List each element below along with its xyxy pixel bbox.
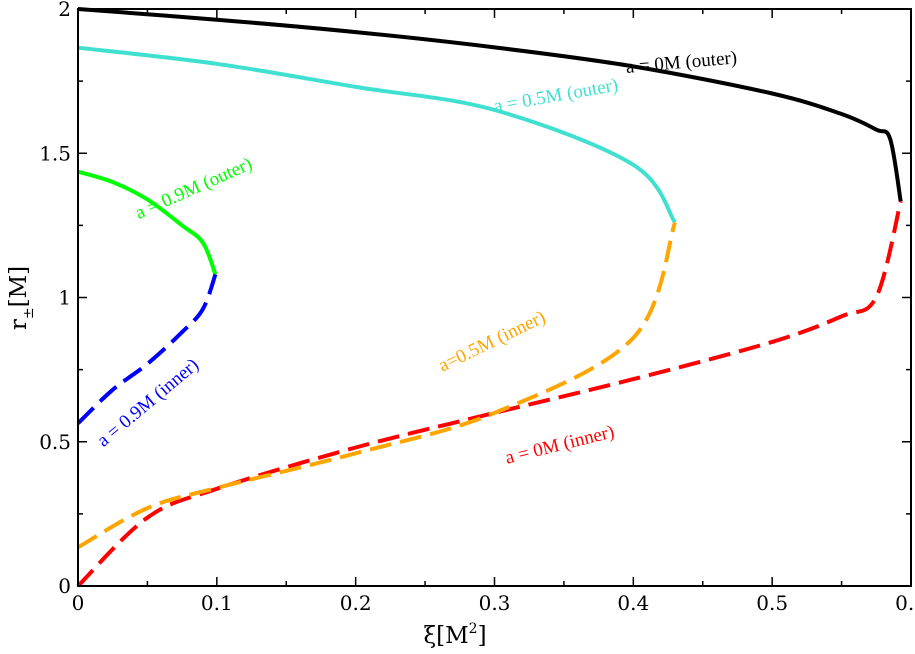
x-tick-label: 0.1 xyxy=(201,591,233,615)
y-tick-label: 0 xyxy=(58,574,71,598)
y-tick-label: 0.5 xyxy=(39,430,71,454)
x-tick-label: 0.5 xyxy=(756,591,788,615)
x-tick-label: 0.3 xyxy=(479,591,511,615)
x-tick-label: 0.6 xyxy=(895,591,915,615)
y-tick-label: 1.5 xyxy=(39,141,71,165)
series-line-5 xyxy=(76,273,218,425)
x-tick-label: 0.2 xyxy=(340,591,372,615)
y-axis-label: r±[M] xyxy=(6,266,37,330)
series-line-0 xyxy=(77,7,903,202)
series-line-2 xyxy=(77,45,677,224)
y-tick-label: 1 xyxy=(58,286,71,310)
x-tick-label: 0 xyxy=(72,591,85,615)
x-axis-label: ξ[M2] xyxy=(423,621,486,649)
x-tick-label: 0.4 xyxy=(617,591,649,615)
series-layer xyxy=(76,7,903,588)
series-line-3 xyxy=(77,221,677,550)
series-line-4 xyxy=(77,169,218,276)
tick-layer: 0 0.1 0.2 0.3 0.4 0.5 0.6 0 0.5 1 1.5 2 xyxy=(39,0,915,615)
series-line-1 xyxy=(76,200,903,588)
y-tick-label: 2 xyxy=(58,0,71,21)
